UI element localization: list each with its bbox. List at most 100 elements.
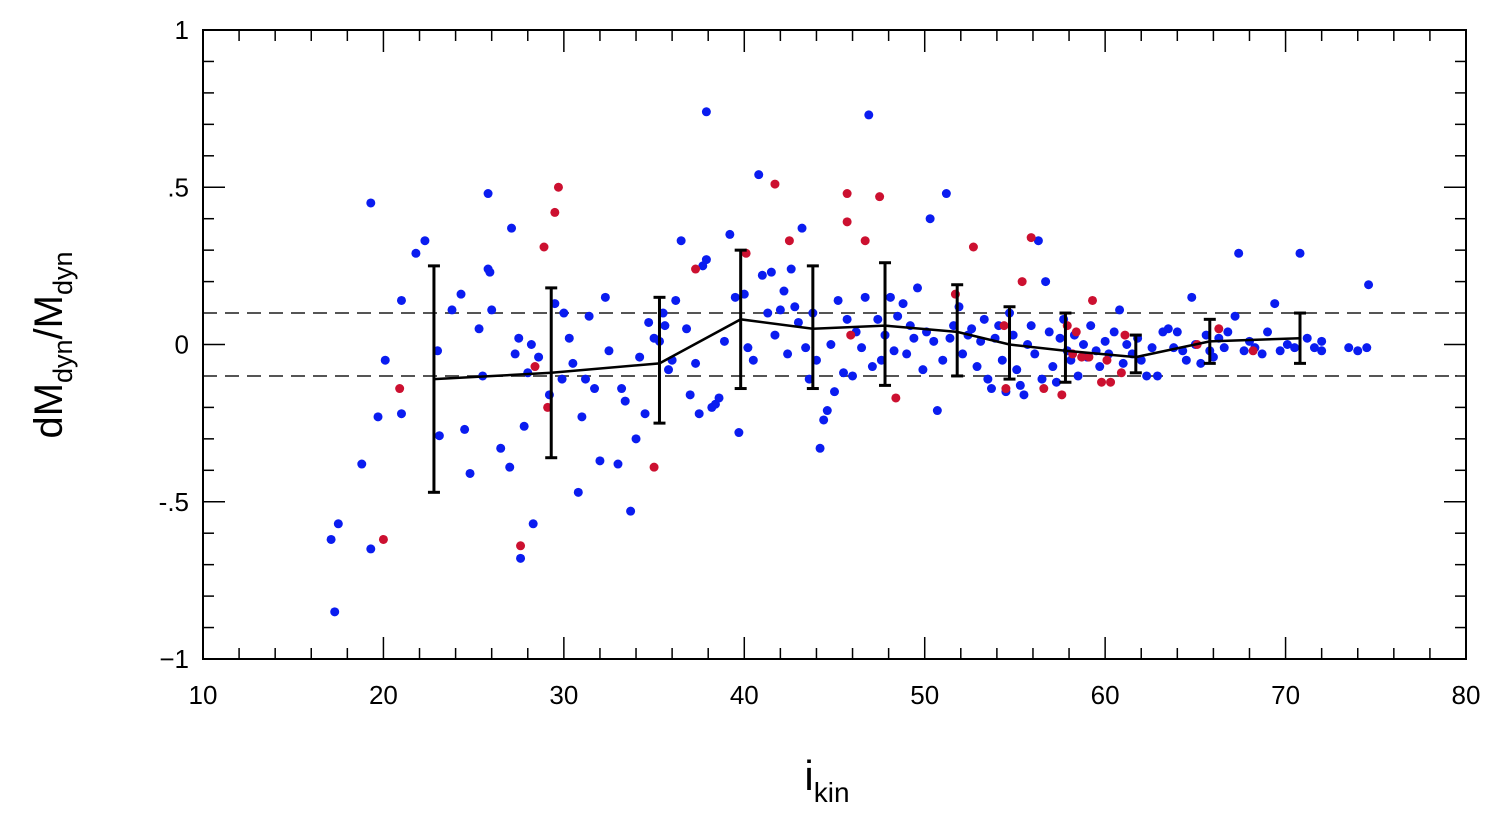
- blue-point: [1118, 358, 1128, 368]
- blue-point: [775, 305, 785, 315]
- blue-point: [779, 286, 789, 296]
- red-point: [1106, 377, 1116, 387]
- x-axis-label: ikin: [804, 752, 849, 808]
- blue-point: [644, 317, 654, 327]
- red-point: [1088, 295, 1098, 305]
- blue-point: [701, 255, 711, 265]
- blue-point: [860, 292, 870, 302]
- blue-point: [1033, 236, 1043, 246]
- blue-point: [830, 387, 839, 397]
- blue-point: [842, 314, 852, 324]
- red-point: [968, 242, 978, 252]
- blue-point: [1122, 340, 1132, 349]
- blue-point: [373, 412, 383, 422]
- blue-point: [1152, 371, 1162, 381]
- blue-point: [1142, 371, 1152, 381]
- axis-ticks: [202, 29, 1467, 660]
- blue-point: [822, 406, 832, 416]
- blue-point: [979, 314, 989, 324]
- blue-point: [474, 324, 484, 334]
- blue-point: [1295, 248, 1305, 258]
- red-point: [1001, 384, 1011, 394]
- blue-point: [1302, 333, 1312, 343]
- blue-point: [719, 336, 729, 346]
- blue-point: [833, 295, 843, 305]
- x-tick-label: 70: [1271, 680, 1300, 710]
- blue-point: [559, 308, 569, 318]
- blue-point: [357, 459, 367, 469]
- blue-point: [983, 374, 993, 384]
- red-point: [1084, 352, 1094, 362]
- red-point: [842, 217, 852, 227]
- blue-point: [1048, 362, 1058, 372]
- red-point: [999, 321, 1009, 331]
- red-point: [530, 362, 540, 372]
- blue-point: [1309, 343, 1319, 353]
- blue-point: [986, 384, 996, 394]
- blue-point: [743, 343, 753, 353]
- blue-point: [1078, 340, 1088, 349]
- blue-point: [873, 314, 883, 324]
- blue-point: [941, 189, 951, 199]
- x-tick-label: 30: [549, 680, 578, 710]
- blue-point: [1317, 336, 1327, 346]
- blue-point: [600, 292, 610, 302]
- blue-point: [528, 519, 538, 529]
- red-point: [846, 330, 856, 340]
- blue-point: [396, 409, 406, 419]
- blue-point: [1086, 321, 1096, 331]
- blue-point: [1362, 343, 1372, 353]
- blue-point: [972, 362, 982, 372]
- red-point: [875, 192, 885, 202]
- red-point: [553, 182, 563, 192]
- red-point: [770, 179, 780, 189]
- red-point: [891, 393, 901, 403]
- blue-point: [465, 468, 475, 478]
- blue-point: [797, 223, 807, 233]
- blue-point: [967, 324, 977, 334]
- reference-lines: [203, 312, 1466, 377]
- blue-point: [380, 355, 390, 365]
- blue-point: [447, 305, 457, 315]
- blue-point: [682, 324, 692, 334]
- blue-point: [613, 459, 623, 469]
- blue-point: [1037, 374, 1047, 384]
- blue-point: [786, 264, 796, 274]
- blue-point: [330, 607, 340, 617]
- blue-point: [366, 544, 376, 554]
- blue-point: [604, 346, 614, 356]
- blue-point: [396, 295, 406, 305]
- red-point: [649, 462, 659, 472]
- x-tick-label: 60: [1091, 680, 1120, 710]
- red-point: [1116, 368, 1126, 378]
- blue-point: [676, 236, 686, 246]
- blue-point: [815, 443, 825, 453]
- blue-point: [691, 358, 701, 368]
- blue-point: [507, 223, 517, 233]
- y-tick-label: .5: [167, 172, 189, 202]
- x-axis-label-main: i: [804, 752, 813, 799]
- blue-point: [366, 198, 376, 208]
- blue-point: [730, 292, 740, 302]
- y-axis-label-main: /M: [27, 295, 71, 339]
- binned-mean-line: [427, 248, 1307, 494]
- blue-point: [496, 443, 506, 453]
- blue-point: [902, 349, 912, 359]
- blue-point: [1275, 346, 1285, 356]
- blue-point: [1095, 362, 1105, 372]
- blue-point: [485, 267, 495, 277]
- red-point: [1214, 324, 1224, 334]
- y-axis-label: dMdyn/Mdyn: [27, 251, 78, 438]
- blue-point: [595, 456, 605, 466]
- blue-point: [1147, 343, 1157, 353]
- red-point: [395, 384, 405, 394]
- blue-point: [487, 305, 497, 315]
- blue-point: [626, 506, 636, 516]
- y-tick-label: 0: [175, 330, 189, 360]
- blue-point: [1041, 277, 1051, 287]
- blue-point: [898, 299, 908, 309]
- red-point: [550, 207, 560, 217]
- blue-point: [867, 362, 877, 372]
- blue-point: [714, 393, 724, 403]
- blue-point: [456, 289, 466, 299]
